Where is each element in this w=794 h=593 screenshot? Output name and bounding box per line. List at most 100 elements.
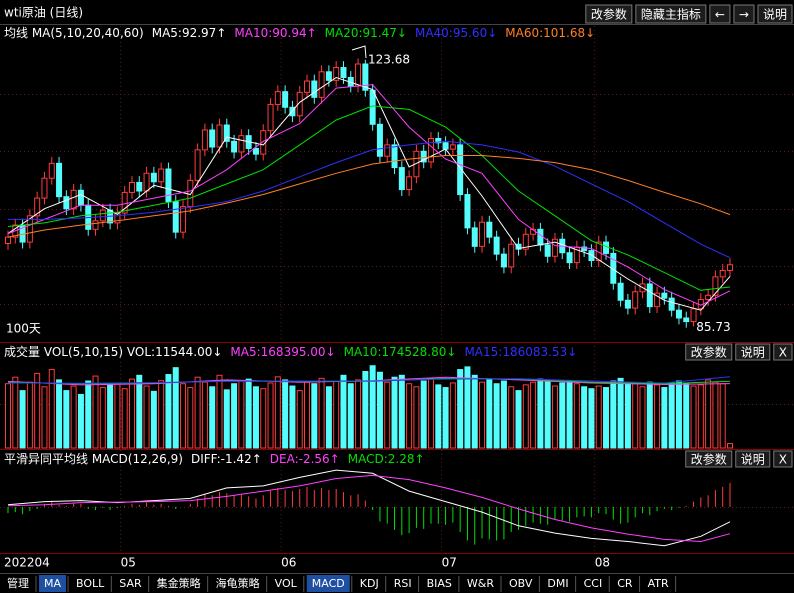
tab-bg[interactable] xyxy=(306,575,350,592)
legend: 平滑异同平均线 MACD(12,26,9) DIFF:-1.42↑ DEA:-2.5… xyxy=(4,452,425,466)
tab-bg[interactable] xyxy=(151,575,206,592)
tab[interactable]: KDJ xyxy=(360,577,379,590)
candle-body xyxy=(274,91,281,105)
candle-body xyxy=(588,250,595,262)
button[interactable]: X xyxy=(779,346,787,360)
tab[interactable]: MACD xyxy=(312,577,345,590)
tab[interactable]: CCI xyxy=(584,577,603,590)
volume-bar xyxy=(668,382,675,449)
volume-bar xyxy=(603,387,610,449)
candle-body xyxy=(551,238,558,257)
button-bg[interactable] xyxy=(685,343,733,361)
tab-bg[interactable] xyxy=(504,575,538,592)
candle-body xyxy=(114,212,121,224)
tab[interactable]: W&R xyxy=(467,577,494,590)
tab[interactable]: RSI xyxy=(394,577,412,590)
candle-body xyxy=(705,294,712,301)
legend-item: MA5:92.97↑ xyxy=(152,26,227,40)
volume-bar xyxy=(194,376,201,449)
tab[interactable]: 集金策略 xyxy=(157,576,201,590)
tab-bg[interactable] xyxy=(71,575,110,592)
volume-bar xyxy=(201,381,208,449)
candle-body xyxy=(282,91,289,108)
candle-body xyxy=(427,137,434,163)
candle-body xyxy=(719,269,726,278)
volume-bar xyxy=(624,382,631,449)
button[interactable]: 说明 xyxy=(741,345,765,360)
tab-bg[interactable] xyxy=(269,575,302,592)
button[interactable]: 改参数 xyxy=(691,345,727,360)
tab-bg[interactable] xyxy=(461,575,499,592)
button[interactable]: 隐藏主指标 xyxy=(641,7,701,22)
volume-bar xyxy=(457,369,464,449)
tab[interactable]: DMI xyxy=(547,577,568,590)
tab-bg[interactable] xyxy=(114,575,147,592)
candle-body xyxy=(136,181,143,192)
tab-bg[interactable] xyxy=(354,575,384,592)
tab[interactable]: BIAS xyxy=(427,577,452,590)
volume-bar xyxy=(588,388,595,449)
button[interactable]: 说明 xyxy=(741,452,765,467)
candle-body xyxy=(464,194,471,229)
tab[interactable]: BOLL xyxy=(76,577,105,590)
volume-bar xyxy=(325,386,332,449)
volume-bar xyxy=(464,366,471,449)
button[interactable]: 改参数 xyxy=(591,7,627,22)
tab-bg[interactable] xyxy=(39,575,67,592)
ma-line xyxy=(7,474,731,543)
tab-bg[interactable] xyxy=(612,575,638,592)
volume-bar xyxy=(128,378,135,449)
volume-bar xyxy=(296,390,303,449)
candle-body xyxy=(515,243,522,250)
candle-body xyxy=(544,244,551,257)
button-bg[interactable] xyxy=(585,4,633,24)
high-pointer xyxy=(351,45,367,59)
ma-line xyxy=(7,376,731,384)
volume-bar xyxy=(683,383,690,449)
tab-bg[interactable] xyxy=(542,575,574,592)
tab[interactable]: 管理 xyxy=(7,576,29,590)
button[interactable]: 说明 xyxy=(763,7,787,22)
button-bg[interactable] xyxy=(757,4,793,24)
candle-body xyxy=(610,252,617,284)
volume-bar xyxy=(289,385,296,449)
tab[interactable]: ATR xyxy=(648,577,669,590)
tab-bg[interactable] xyxy=(578,575,608,592)
candle-body xyxy=(56,162,63,198)
tab-bg[interactable] xyxy=(388,575,417,592)
button-bg[interactable] xyxy=(709,4,731,24)
button-bg[interactable] xyxy=(685,450,733,468)
button-bg[interactable] xyxy=(635,4,707,24)
volume-bar xyxy=(413,386,420,449)
tab[interactable]: 海龟策略 xyxy=(216,576,260,590)
button[interactable]: → xyxy=(739,8,749,22)
candle-body xyxy=(304,80,311,93)
volume-bar xyxy=(63,390,70,449)
button-bg[interactable] xyxy=(773,450,793,468)
tab[interactable]: SAR xyxy=(119,577,142,590)
tab[interactable]: VOL xyxy=(275,577,298,590)
tab-bg[interactable] xyxy=(2,575,34,592)
tab[interactable]: CR xyxy=(617,577,633,590)
tab[interactable]: MA xyxy=(44,577,61,590)
ma-line xyxy=(7,105,731,291)
tab-bg[interactable] xyxy=(642,575,674,592)
volume-bar xyxy=(595,385,602,449)
tab-bg[interactable] xyxy=(421,575,457,592)
tab-bg[interactable] xyxy=(210,575,265,592)
button[interactable]: 改参数 xyxy=(691,452,727,467)
candle-body xyxy=(333,67,340,81)
tab[interactable]: OBV xyxy=(509,577,533,590)
legend-item: MA15:186083.53↓ xyxy=(464,345,577,359)
button[interactable]: ← xyxy=(715,8,725,22)
button-bg[interactable] xyxy=(735,343,771,361)
candle-body xyxy=(311,80,318,98)
volume-bar xyxy=(427,377,434,449)
button-bg[interactable] xyxy=(773,343,793,361)
button[interactable]: X xyxy=(779,453,787,467)
button-bg[interactable] xyxy=(733,4,755,24)
volume-bar xyxy=(26,381,33,449)
candle-body xyxy=(406,176,413,191)
candle-body xyxy=(486,221,493,238)
button-bg[interactable] xyxy=(735,450,771,468)
